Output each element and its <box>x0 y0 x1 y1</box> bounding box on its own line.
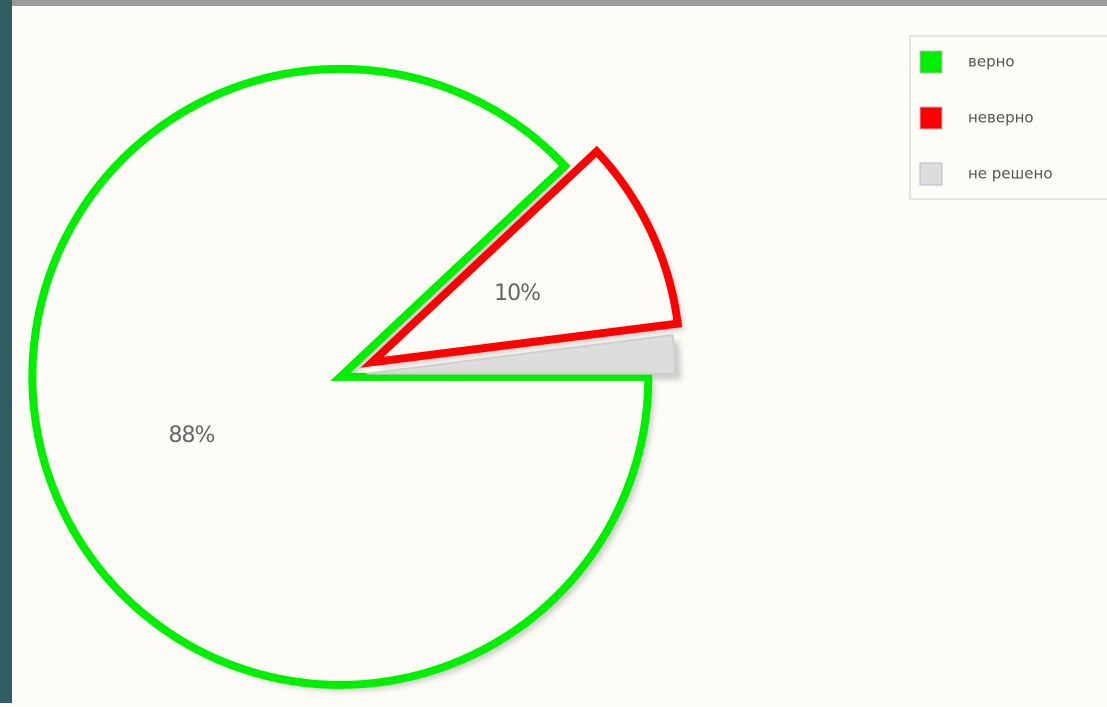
top-border <box>12 0 1107 6</box>
legend-swatch <box>919 106 943 130</box>
slice-label: 88% <box>168 423 214 448</box>
legend-label: не решено <box>968 165 1053 183</box>
side-strip <box>0 0 12 703</box>
slice-label: 10% <box>494 281 540 306</box>
legend-box <box>909 35 1107 200</box>
pie: 88% 10% <box>28 64 684 691</box>
legend-label: верно <box>968 53 1015 71</box>
legend-label: неверно <box>968 109 1034 127</box>
legend-swatch <box>919 50 943 74</box>
slice <box>28 64 653 689</box>
slice <box>360 145 683 368</box>
legend-swatch <box>919 162 943 186</box>
slice <box>366 333 676 375</box>
